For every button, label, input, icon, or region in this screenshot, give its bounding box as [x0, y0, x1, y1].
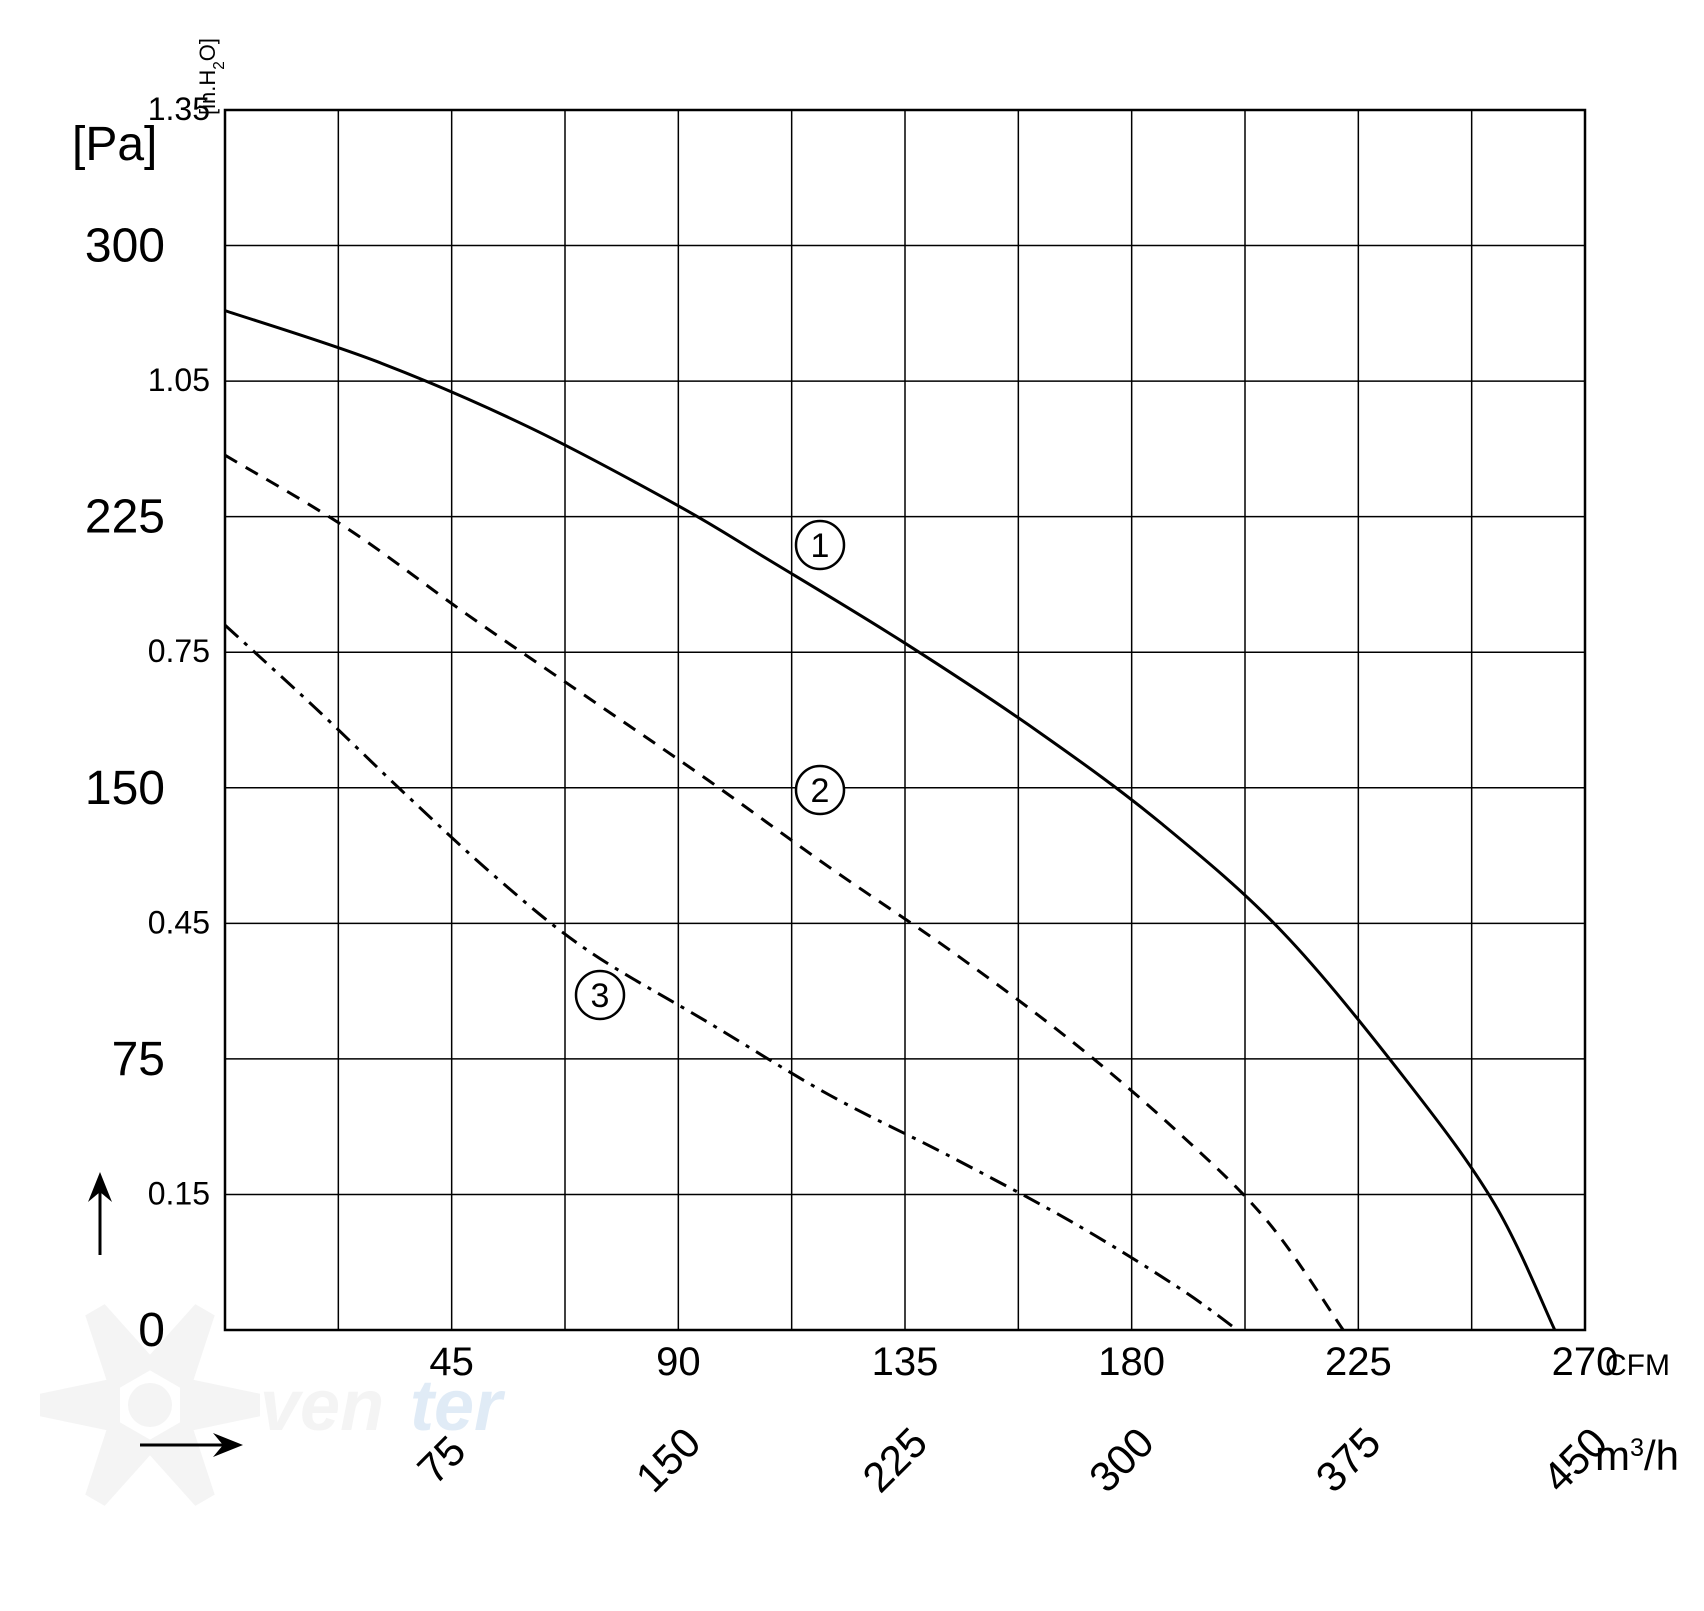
svg-text:225: 225: [1325, 1340, 1392, 1384]
svg-text:ven: ven: [260, 1366, 384, 1446]
svg-text:0.15: 0.15: [148, 1175, 210, 1211]
svg-text:1.05: 1.05: [148, 362, 210, 398]
curve-label-text-1: 1: [811, 527, 830, 565]
svg-text:135: 135: [872, 1340, 939, 1384]
curve-label-text-3: 3: [591, 977, 610, 1015]
svg-text:150: 150: [85, 762, 165, 815]
svg-text:300: 300: [85, 220, 165, 273]
x-axis-label-cfm: CFM: [1605, 1349, 1670, 1382]
svg-text:45: 45: [429, 1340, 474, 1384]
svg-text:225: 225: [85, 491, 165, 544]
fan-curve-chart: venter075150225300[Pa]0.150.450.751.051.…: [0, 0, 1704, 1611]
svg-text:0.45: 0.45: [148, 904, 210, 940]
svg-text:180: 180: [1098, 1340, 1165, 1384]
chart-svg: venter075150225300[Pa]0.150.450.751.051.…: [0, 0, 1704, 1611]
curve-label-text-2: 2: [811, 772, 830, 810]
svg-text:90: 90: [656, 1340, 701, 1384]
svg-text:0: 0: [138, 1304, 165, 1357]
svg-text:0.75: 0.75: [148, 633, 210, 669]
svg-text:75: 75: [112, 1033, 165, 1086]
y-axis-label-pa: [Pa]: [72, 118, 157, 171]
